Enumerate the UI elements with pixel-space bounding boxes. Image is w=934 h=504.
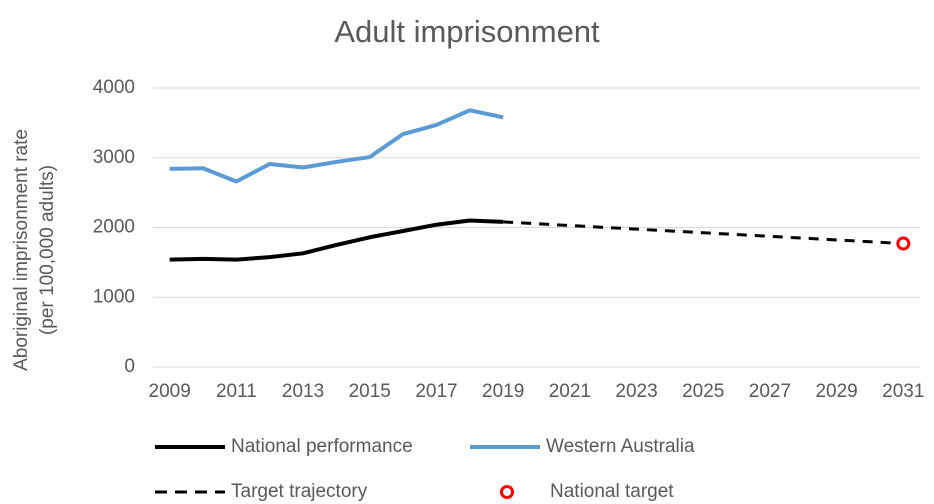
x-tick-label: 2031 (882, 381, 924, 402)
y-tick-label: 4000 (93, 77, 135, 98)
y-tick-label: 0 (124, 356, 135, 377)
series-line (169, 218, 504, 262)
legend-label: National performance (231, 436, 413, 457)
chart-title: Adult imprisonment (334, 14, 600, 49)
x-tick-label: 2021 (549, 381, 591, 402)
x-tick-label: 2013 (282, 381, 324, 402)
x-tick-label: 2009 (149, 381, 191, 402)
x-tick-label: 2025 (682, 381, 724, 402)
y-axis-label: (per 100,000 adults) (37, 165, 58, 335)
legend-label: National target (550, 481, 674, 502)
x-tick-label: 2023 (615, 381, 657, 402)
series-line (503, 220, 904, 246)
legend-label: Target trajectory (231, 481, 368, 502)
x-tick-label: 2017 (415, 381, 457, 402)
x-tick-label: 2011 (216, 381, 257, 402)
target-marker (896, 236, 911, 251)
legend-label: Western Australia (546, 436, 695, 457)
y-axis-label: Aboriginal imprisonment rate (11, 129, 32, 371)
x-tick-label: 2019 (482, 381, 524, 402)
y-tick-label: 1000 (93, 286, 135, 307)
y-tick-label: 2000 (93, 217, 135, 238)
x-tick-label: 2027 (749, 381, 791, 402)
legend-swatch (500, 485, 514, 499)
series-line (169, 108, 504, 184)
x-tick-label: 2029 (815, 381, 857, 402)
y-tick-label: 3000 (93, 147, 135, 168)
x-tick-label: 2015 (349, 381, 391, 402)
